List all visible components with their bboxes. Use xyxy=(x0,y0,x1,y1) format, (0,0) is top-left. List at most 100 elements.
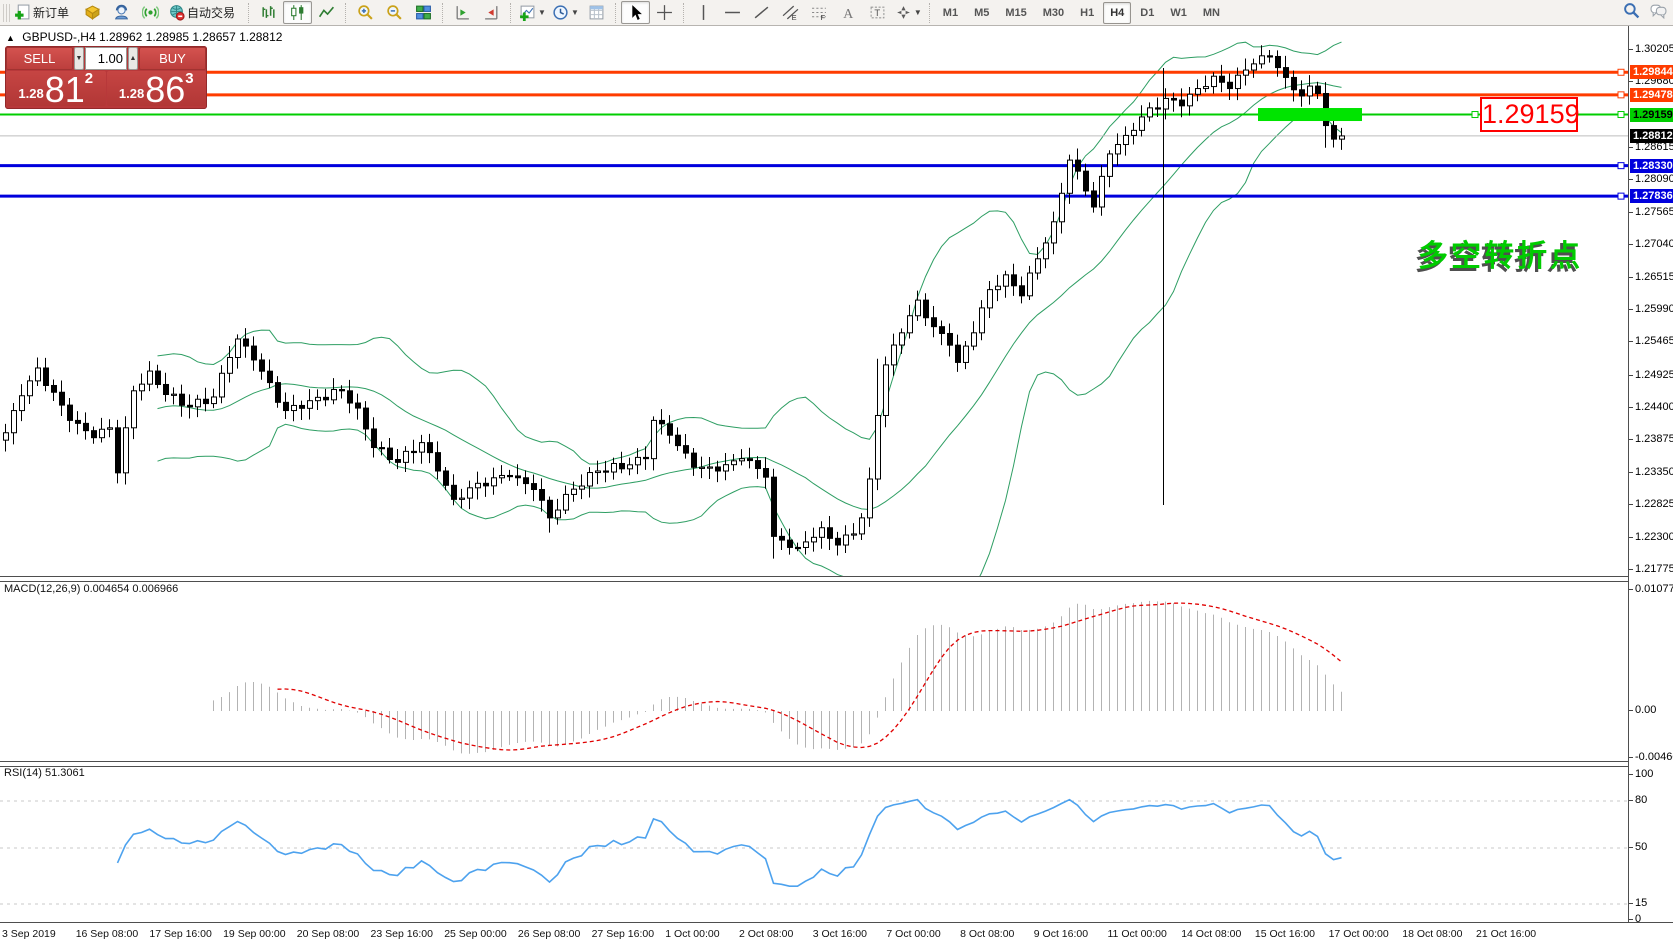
candle-bear xyxy=(955,344,961,363)
new-order-label: 新订单 xyxy=(33,6,70,20)
green-highlight-bar[interactable] xyxy=(1258,108,1362,122)
zoom-out-button[interactable] xyxy=(380,1,409,24)
auto-trading-label: 自动交易 xyxy=(187,6,236,20)
volume-down-button[interactable]: ▼ xyxy=(74,47,84,70)
candle-bear xyxy=(835,537,841,546)
price-tick: 1.25990 xyxy=(1629,303,1673,315)
time-label: 21 Oct 16:00 xyxy=(1476,928,1537,940)
price-axis[interactable]: 1.30205 1.29680 1.28615 1.28090 1.27565 1.270… xyxy=(1628,26,1673,925)
rsi-axis-tick: 0 xyxy=(1628,913,1642,925)
toolbar-grip[interactable] xyxy=(3,3,10,22)
candle-bull xyxy=(467,487,473,499)
candle-bull xyxy=(1099,175,1105,208)
new-order-button[interactable]: 新订单 xyxy=(11,1,78,24)
search-icon[interactable] xyxy=(1623,2,1640,19)
comments-icon[interactable] xyxy=(1650,2,1667,19)
bar-chart-button[interactable] xyxy=(254,1,283,24)
current-price-badge: 1.28812 xyxy=(1630,128,1673,143)
candle-bull xyxy=(579,485,585,490)
tile-windows-button[interactable] xyxy=(409,1,438,24)
horizontal-line-tool[interactable] xyxy=(718,1,747,24)
auto-scroll-button[interactable] xyxy=(477,1,506,24)
timeframe-D1[interactable]: D1 xyxy=(1140,6,1155,19)
candle-bull xyxy=(27,380,33,397)
candle-bull xyxy=(1051,221,1057,244)
market-watch-button[interactable] xyxy=(107,1,136,24)
candle-bear xyxy=(531,483,537,491)
periods-button[interactable]: ▼ xyxy=(549,1,582,24)
timeframe-M5[interactable]: M5 xyxy=(974,6,990,19)
time-label: 26 Sep 08:00 xyxy=(517,928,581,940)
chart-shift-button[interactable] xyxy=(448,1,477,24)
timeframe-M30[interactable]: M30 xyxy=(1042,6,1065,19)
text-label-tool[interactable]: T xyxy=(863,1,892,24)
buy-price-prefix: 1.28 xyxy=(118,86,145,101)
auto-trading-button[interactable]: 自动交易 xyxy=(165,1,244,24)
buy-price[interactable]: 1.28 86 3 xyxy=(106,71,206,108)
trendline-tool[interactable] xyxy=(747,1,776,24)
timeframe-M15[interactable]: M15 xyxy=(1005,6,1027,19)
main-macd-separator[interactable] xyxy=(0,576,1673,582)
candle-bull xyxy=(843,534,849,546)
volume-up-button[interactable]: ▲ xyxy=(128,47,139,70)
candle-bear xyxy=(451,484,457,500)
candle-bull xyxy=(883,364,889,416)
candle-bull xyxy=(499,474,505,479)
arrows-dropdown-arrow[interactable]: ▼ xyxy=(913,8,922,17)
volume-input[interactable] xyxy=(84,47,128,70)
timeframe-H1[interactable]: H1 xyxy=(1080,6,1095,19)
candle-bear xyxy=(283,401,289,412)
fibonacci-tool[interactable]: F xyxy=(805,1,834,24)
candle-bear xyxy=(187,404,193,408)
timeframe-H4[interactable]: H4 xyxy=(1103,1,1132,24)
candle-bull xyxy=(1059,192,1065,223)
price-tick: 1.26515 xyxy=(1629,270,1673,283)
sell-price[interactable]: 1.28 81 2 xyxy=(6,69,106,110)
chart-canvas[interactable] xyxy=(0,26,1628,922)
equidistant-channel-tool[interactable]: E xyxy=(776,1,805,24)
vertical-line-tool[interactable] xyxy=(689,1,718,24)
text-tool[interactable]: A xyxy=(834,1,863,24)
candle-bear xyxy=(67,404,73,421)
time-label: 1 Oct 00:00 xyxy=(665,928,720,940)
svg-text:E: E xyxy=(791,13,796,21)
candle-bull xyxy=(595,470,601,474)
price-list-button[interactable] xyxy=(78,1,107,24)
arrows-tool[interactable]: ▼ xyxy=(892,1,925,24)
time-label: 8 Oct 08:00 xyxy=(960,928,1015,940)
candle-bull xyxy=(1195,88,1201,95)
candle-bear xyxy=(483,482,489,487)
candle-bull xyxy=(739,458,745,462)
cursor-tool-button[interactable] xyxy=(620,1,650,24)
price-list-icon xyxy=(84,4,101,21)
candle-bull xyxy=(971,332,977,347)
timeframe-M1[interactable]: M1 xyxy=(942,6,959,19)
timeframe-MN[interactable]: MN xyxy=(1202,6,1220,19)
candle-bear xyxy=(1291,76,1297,91)
templates-button[interactable] xyxy=(582,1,611,24)
indicators-dropdown-arrow[interactable]: ▼ xyxy=(538,8,546,17)
buy-button[interactable]: BUY xyxy=(139,47,206,70)
timeframe-W1[interactable]: W1 xyxy=(1170,6,1187,19)
sell-button[interactable]: SELL xyxy=(6,47,73,70)
candle-bear xyxy=(795,546,801,550)
macd-panel xyxy=(213,600,1342,754)
time-axis[interactable]: 3 Sep 2019 16 Sep 08:00 17 Sep 16:00 19 Sep… xyxy=(0,922,1673,948)
zoom-in-button[interactable] xyxy=(351,1,380,24)
candlestick-chart-button[interactable] xyxy=(283,1,313,24)
signal-button[interactable] xyxy=(136,1,165,24)
auto-scroll-icon xyxy=(483,4,500,21)
rsi-axis-tick: 50 xyxy=(1628,841,1648,853)
sell-price-big: 81 xyxy=(44,69,85,110)
indicators-button[interactable]: ▼ xyxy=(516,1,549,24)
line-chart-button[interactable] xyxy=(312,1,341,24)
price-callout-box[interactable]: 1.29159 xyxy=(1480,97,1580,132)
macd-rsi-separator[interactable] xyxy=(0,761,1673,767)
candle-bull xyxy=(491,477,497,487)
crosshair-tool-button[interactable] xyxy=(650,1,679,24)
candle-bull xyxy=(979,307,985,334)
collapse-panel-icon[interactable]: ▲ xyxy=(6,33,15,43)
time-label: 11 Oct 00:00 xyxy=(1107,928,1167,940)
periods-dropdown-arrow[interactable]: ▼ xyxy=(570,8,579,17)
candle-bear xyxy=(515,475,521,479)
